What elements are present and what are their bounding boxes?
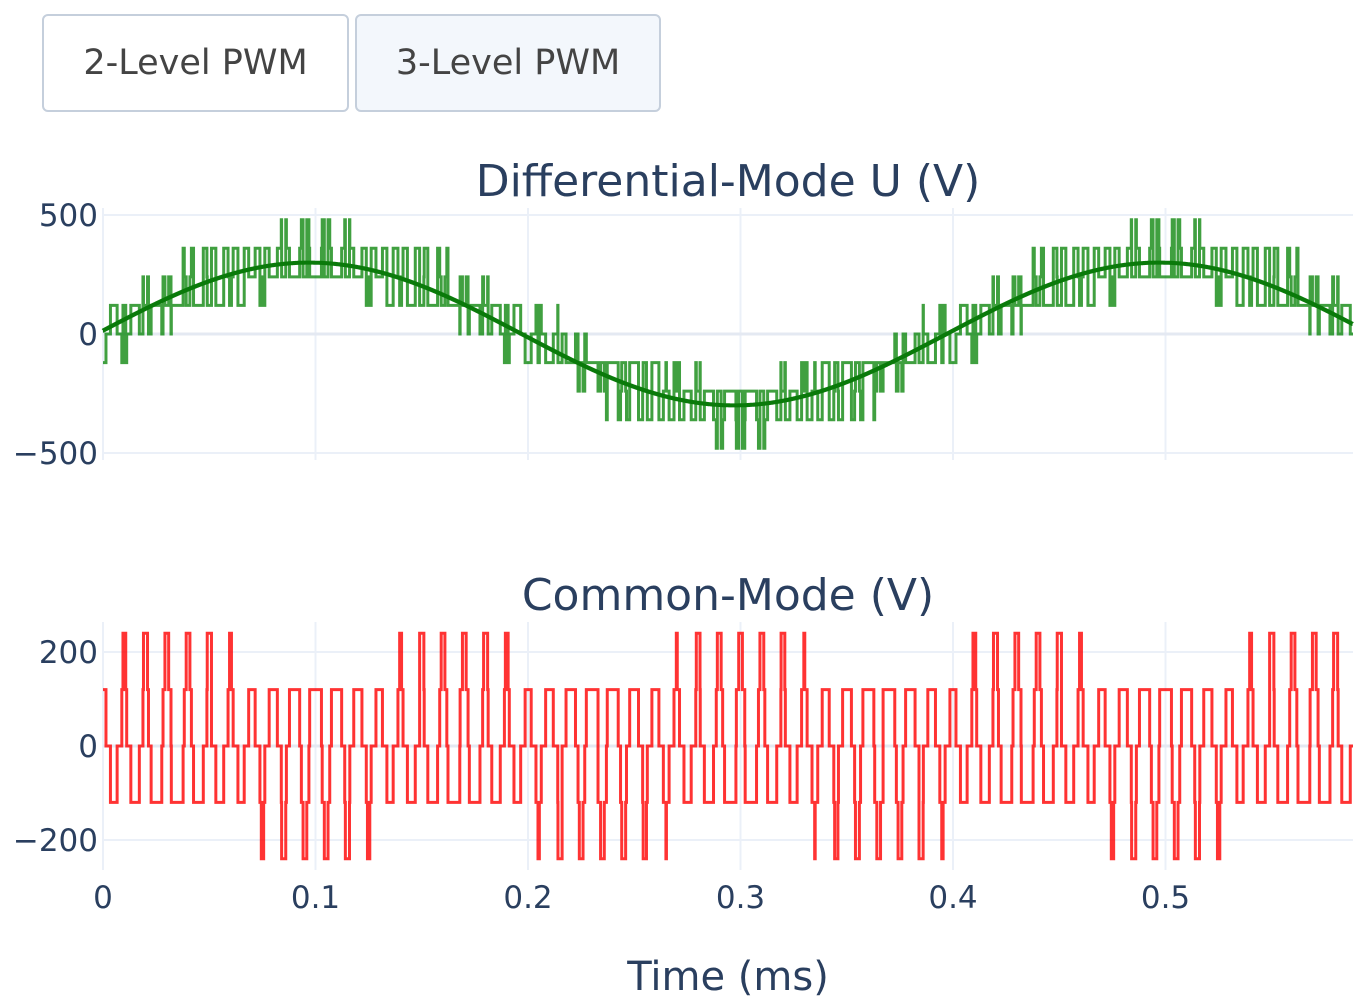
y-tick-label: −200 [13,823,98,859]
y-tick-label: −500 [13,436,98,472]
cm-chart-title: Common-Mode (V) [522,570,934,621]
x-axis-title: Time (ms) [626,954,829,1000]
y-tick-label: 0 [78,729,98,765]
x-tick-label: 0.4 [928,880,977,916]
three-level-pwm-button[interactable]: 3-Level PWM [355,14,661,112]
x-tick-label: 0 [93,880,113,916]
y-tick-label: 200 [39,635,98,671]
y-tick-label: 500 [39,198,98,234]
dm-fundamental-trace [101,260,1354,408]
x-tick-label: 0.2 [503,880,552,916]
two-level-pwm-label: 2-Level PWM [83,43,308,83]
cm-trace [103,631,1353,861]
dm-chart-title: Differential-Mode U (V) [476,156,981,207]
x-tick-label: 0.1 [291,880,340,916]
three-level-pwm-label: 3-Level PWM [395,43,621,83]
y-tick-label: 0 [78,317,98,353]
x-tick-label: 0.5 [1141,880,1190,916]
two-level-pwm-button[interactable]: 2-Level PWM [42,14,349,112]
x-tick-label: 0.3 [716,880,765,916]
